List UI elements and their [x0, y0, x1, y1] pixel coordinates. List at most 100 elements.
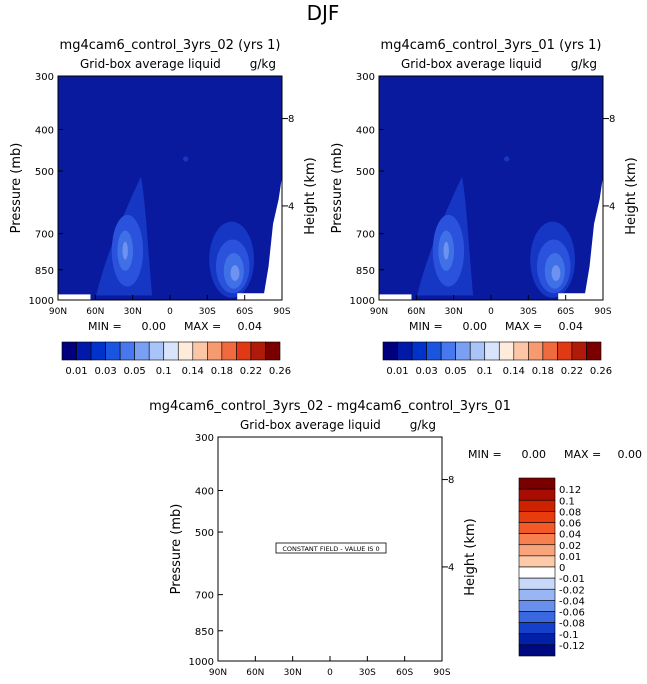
y-tick-label: 300 [356, 72, 375, 83]
y-right-axis-label: Height (km) [624, 157, 639, 234]
colorbar-swatch [571, 341, 587, 361]
y-right-tick-label: 8 [448, 475, 454, 486]
y-axis-label: Pressure (mb) [330, 143, 345, 234]
y-tick-label: 300 [195, 433, 214, 444]
panel-3-chart: mg4cam6_control_3yrs_02 - mg4cam6_contro… [149, 399, 642, 678]
y-tick-label: 500 [35, 167, 54, 178]
colorbar-label: 0.08 [559, 507, 581, 518]
y-right-tick-label: 8 [609, 114, 615, 125]
plot-field [58, 76, 282, 300]
y-tick-label: 400 [35, 126, 54, 137]
min-value: 0.00 [463, 320, 488, 333]
colorbar-label: 0.12 [559, 485, 581, 496]
colorbar-label: 0.18 [211, 366, 233, 377]
colorbar-swatch [518, 511, 556, 523]
min-value: 0.00 [522, 448, 547, 461]
colorbar-label: 0.05 [445, 366, 467, 377]
colorbar-label: 0.04 [559, 530, 581, 541]
plot-field [379, 76, 603, 300]
colorbar-swatch [61, 341, 77, 361]
y-axis-label: Pressure (mb) [169, 504, 184, 595]
y-tick-label: 700 [356, 230, 375, 241]
max-value: 0.00 [618, 448, 643, 461]
colorbar-swatch [207, 341, 223, 361]
colorbar-swatch [76, 341, 92, 361]
y-right-axis-label: Height (km) [463, 518, 478, 595]
max-value: 0.04 [559, 320, 584, 333]
y-tick-label: 850 [195, 627, 214, 638]
x-tick-label: 30S [359, 668, 376, 678]
colorbar-swatch [105, 341, 121, 361]
colorbar-swatch [382, 341, 398, 361]
panel-subtitle: Grid-box average liquid [80, 57, 221, 71]
x-tick-label: 30N [124, 307, 142, 317]
contour-nh-core [443, 241, 449, 260]
colorbar-label: -0.04 [559, 596, 585, 607]
colorbar-swatch [518, 555, 556, 568]
colorbar-label: 0.01 [559, 552, 581, 563]
colorbar-label: 0.1 [156, 366, 172, 377]
panel-units: g/kg [250, 57, 276, 71]
colorbar-label: -0.02 [559, 585, 585, 596]
colorbar-label: 0.14 [503, 366, 525, 377]
colorbar-swatch [518, 522, 556, 534]
x-tick-label: 90N [370, 307, 388, 317]
colorbar-label: -0.01 [559, 574, 585, 585]
x-tick-label: 30N [284, 668, 302, 678]
x-tick-label: 30N [445, 307, 463, 317]
colorbar-swatch [518, 533, 556, 546]
max-value: 0.04 [238, 320, 263, 333]
colorbar-label: 0 [559, 563, 565, 574]
colorbar-swatch [192, 341, 208, 361]
x-tick-label: 60N [407, 307, 425, 317]
missing-data-left [379, 294, 412, 300]
panel-title: mg4cam6_control_3yrs_01 (yrs 1) [381, 38, 602, 53]
panel-2-chart: mg4cam6_control_3yrs_01 (yrs 1) Grid-box … [330, 38, 639, 377]
min-value: 0.00 [142, 320, 167, 333]
colorbar-swatch [134, 341, 150, 361]
y-tick-label: 700 [195, 591, 214, 602]
colorbar-label: 0.26 [590, 366, 612, 377]
colorbar-swatch [518, 566, 556, 579]
colorbar-label: 0.1 [477, 366, 493, 377]
y-right-tick-label: 4 [609, 201, 615, 212]
x-tick-label: 0 [488, 307, 494, 317]
colorbar-swatch [250, 341, 266, 361]
y-tick-label: 300 [35, 72, 54, 83]
y-tick-label: 1000 [29, 296, 54, 307]
x-tick-label: 90N [209, 668, 227, 678]
y-tick-label: 400 [356, 126, 375, 137]
colorbar-swatch [518, 488, 556, 501]
x-tick-label: 90S [433, 668, 450, 678]
colorbar-label: -0.1 [559, 630, 579, 641]
colorbar-swatch [586, 341, 602, 361]
colorbar-label: 0.22 [561, 366, 583, 377]
colorbar-swatch [469, 341, 486, 361]
contour-nh-core [122, 241, 128, 260]
y-axis-label: Pressure (mb) [9, 143, 24, 234]
colorbar-swatch [236, 341, 252, 361]
max-label: MAX = [184, 320, 221, 333]
x-tick-label: 0 [327, 668, 333, 678]
y-tick-label: 1000 [189, 657, 214, 668]
colorbar-swatch [498, 341, 515, 361]
colorbar-label: 0.1 [559, 496, 575, 507]
colorbar-label: 0.02 [559, 541, 581, 552]
y-tick-label: 850 [35, 266, 54, 277]
y-tick-label: 1000 [350, 296, 375, 307]
colorbar-swatch [528, 341, 544, 361]
y-tick-label: 400 [195, 487, 214, 498]
y-tick-label: 500 [195, 528, 214, 539]
colorbar-label: 0.01 [65, 366, 87, 377]
colorbar-swatch [518, 633, 556, 646]
contour-sh-core [551, 265, 561, 281]
colorbar-swatch [221, 341, 237, 361]
colorbar-swatch [119, 341, 135, 361]
x-tick-label: 60S [557, 307, 574, 317]
constant-field-box [275, 542, 387, 554]
x-tick-label: 60N [86, 307, 104, 317]
colorbar-swatch [513, 341, 529, 361]
y-right-tick-label: 4 [288, 201, 294, 212]
colorbar-label: 0.03 [94, 366, 116, 377]
